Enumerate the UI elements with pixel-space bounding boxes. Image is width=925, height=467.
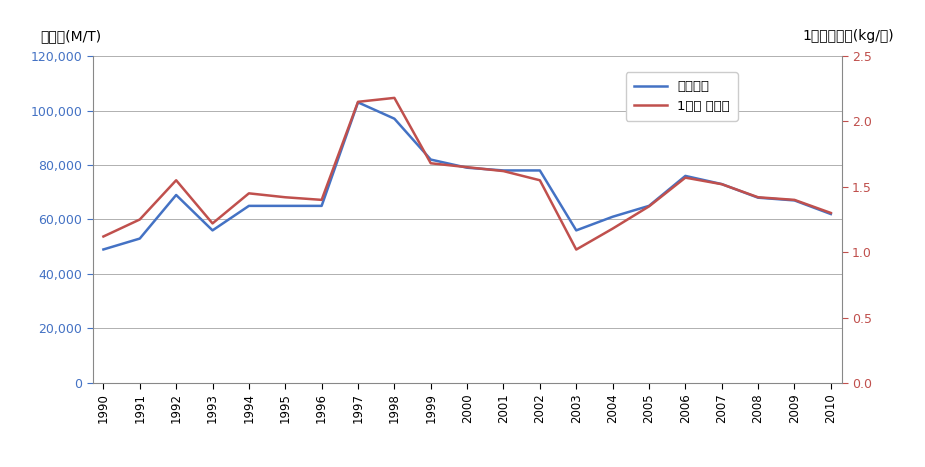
1인당 수요량 bbox=[134, 217, 145, 222]
완수요량 bbox=[607, 214, 618, 219]
1인당 수요량 bbox=[498, 168, 509, 174]
1인당 수요량 bbox=[789, 197, 800, 203]
완수요량 bbox=[98, 247, 109, 252]
Text: 1인당수요량(kg/명): 1인당수요량(kg/명) bbox=[803, 29, 894, 43]
완수요량 bbox=[134, 236, 145, 241]
1인당 수요량 bbox=[207, 220, 218, 226]
완수요량 bbox=[352, 99, 364, 105]
완수요량 bbox=[644, 203, 655, 209]
1인당 수요량 bbox=[571, 247, 582, 252]
완수요량 bbox=[170, 192, 181, 198]
완수요량 bbox=[207, 227, 218, 233]
Text: 수요량(M/T): 수요량(M/T) bbox=[40, 29, 101, 43]
Legend: 완수요량, 1인당 수요량: 완수요량, 1인당 수요량 bbox=[625, 72, 738, 121]
1인당 수요량 bbox=[607, 226, 618, 232]
완수요량 bbox=[571, 227, 582, 233]
완수요량 bbox=[279, 203, 290, 209]
1인당 수요량 bbox=[680, 175, 691, 180]
완수요량 bbox=[243, 203, 254, 209]
Line: 1인당 수요량: 1인당 수요량 bbox=[104, 98, 831, 249]
1인당 수요량 bbox=[644, 204, 655, 209]
완수요량 bbox=[462, 165, 473, 170]
완수요량 bbox=[716, 181, 727, 187]
1인당 수요량 bbox=[352, 99, 364, 105]
1인당 수요량 bbox=[170, 177, 181, 183]
완수요량 bbox=[825, 211, 836, 217]
완수요량 bbox=[388, 116, 400, 121]
Line: 완수요량: 완수요량 bbox=[104, 102, 831, 249]
완수요량 bbox=[498, 168, 509, 173]
1인당 수요량 bbox=[716, 181, 727, 187]
1인당 수요량 bbox=[316, 197, 327, 203]
완수요량 bbox=[680, 173, 691, 179]
완수요량 bbox=[316, 203, 327, 209]
완수요량 bbox=[789, 198, 800, 203]
1인당 수요량 bbox=[535, 177, 546, 183]
1인당 수요량 bbox=[388, 95, 400, 101]
완수요량 bbox=[753, 195, 764, 200]
완수요량 bbox=[426, 157, 437, 163]
1인당 수요량 bbox=[243, 191, 254, 196]
1인당 수요량 bbox=[279, 194, 290, 200]
1인당 수요량 bbox=[462, 164, 473, 170]
1인당 수요량 bbox=[753, 194, 764, 200]
1인당 수요량 bbox=[426, 161, 437, 166]
1인당 수요량 bbox=[98, 234, 109, 239]
완수요량 bbox=[535, 168, 546, 173]
1인당 수요량 bbox=[825, 210, 836, 216]
